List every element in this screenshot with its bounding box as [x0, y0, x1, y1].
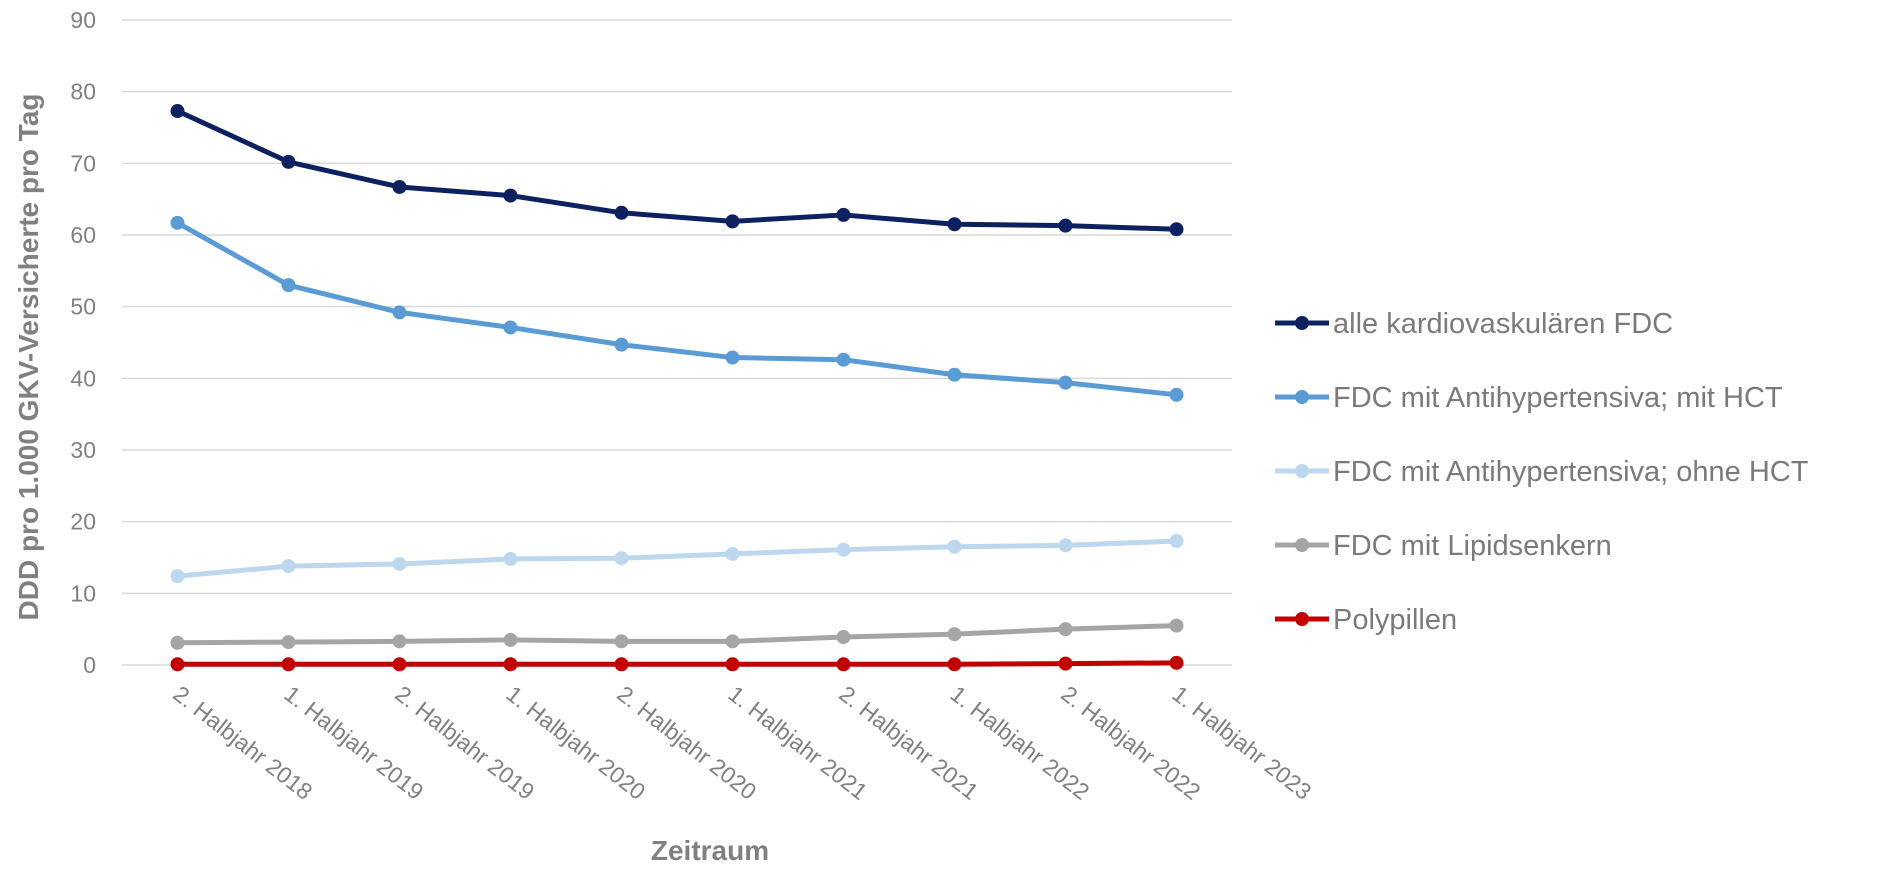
y-axis-title: DDD pro 1.000 GKV-Versicherte pro Tag: [13, 94, 44, 621]
data-point: [503, 657, 518, 672]
x-axis-title: Zeitraum: [651, 835, 769, 864]
data-point: [503, 551, 518, 566]
series-line: [175, 538, 1179, 579]
data-point: [836, 630, 851, 645]
data-point: [392, 305, 407, 320]
data-point: [392, 657, 407, 672]
legend-label: Polypillen: [1333, 604, 1457, 636]
data-point: [503, 188, 518, 203]
gridlines: [122, 19, 1232, 666]
legend-label: FDC mit Antihypertensiva; mit HCT: [1333, 382, 1783, 414]
data-point: [614, 337, 629, 352]
series: [170, 655, 1184, 672]
data-point: [1058, 218, 1073, 233]
data-point: [1169, 655, 1184, 670]
data-point: [1169, 387, 1184, 402]
data-point: [614, 634, 629, 649]
y-axis-ticks: 0 10 20 30 40 50 60 70 80 90: [70, 7, 96, 678]
y-tick-label: 80: [70, 79, 96, 105]
data-point: [836, 657, 851, 672]
legend-item: Polypillen: [1275, 604, 1457, 636]
data-point: [725, 350, 740, 365]
series-line: [175, 108, 1179, 232]
series: [170, 534, 1184, 584]
data-point: [392, 179, 407, 194]
data-point: [1169, 618, 1184, 633]
data-point: [725, 214, 740, 229]
legend-item: FDC mit Antihypertensiva; ohne HCT: [1275, 456, 1809, 488]
legend-item: FDC mit Lipidsenkern: [1275, 530, 1612, 562]
data-point: [503, 632, 518, 647]
series-line: [175, 623, 1179, 646]
y-tick-label: 40: [70, 365, 96, 391]
data-point: [1169, 534, 1184, 549]
data-point: [1058, 656, 1073, 671]
legend-swatch-marker: [1295, 390, 1309, 404]
data-point: [947, 657, 962, 672]
series-line: [175, 220, 1179, 398]
data-point: [1058, 375, 1073, 390]
data-point: [281, 154, 296, 169]
data-point: [392, 634, 407, 649]
data-point: [170, 215, 185, 230]
legend-swatch-marker: [1295, 316, 1309, 330]
legend-swatch-marker: [1295, 538, 1309, 552]
series-line: [175, 660, 1179, 667]
data-point: [170, 635, 185, 650]
y-tick-label: 70: [70, 150, 96, 176]
legend: alle kardiovaskulären FDC FDC mit Antihyp…: [1275, 308, 1809, 636]
data-point: [947, 217, 962, 232]
y-tick-label: 90: [70, 7, 96, 33]
data-point: [281, 278, 296, 293]
legend-item: alle kardiovaskulären FDC: [1275, 308, 1673, 340]
data-point: [1058, 538, 1073, 553]
data-point: [614, 205, 629, 220]
data-point: [836, 352, 851, 367]
y-tick-label: 0: [83, 652, 96, 678]
data-point: [1058, 622, 1073, 637]
data-point: [281, 559, 296, 574]
data-point: [392, 556, 407, 571]
y-tick-label: 50: [70, 294, 96, 320]
data-point: [947, 367, 962, 382]
y-tick-label: 30: [70, 437, 96, 463]
series-lines: [170, 104, 1184, 672]
y-tick-label: 20: [70, 509, 96, 535]
data-point: [170, 569, 185, 584]
y-tick-label: 10: [70, 580, 96, 606]
y-tick-label: 60: [70, 222, 96, 248]
data-point: [725, 546, 740, 561]
data-point: [1169, 222, 1184, 237]
data-point: [725, 634, 740, 649]
data-point: [947, 539, 962, 554]
legend-label: FDC mit Lipidsenkern: [1333, 530, 1612, 562]
data-point: [503, 320, 518, 335]
series: [170, 104, 1184, 237]
data-point: [281, 635, 296, 650]
legend-label: alle kardiovaskulären FDC: [1333, 308, 1673, 340]
data-point: [614, 657, 629, 672]
series: [170, 215, 1184, 402]
data-point: [947, 627, 962, 642]
legend-swatch-marker: [1295, 464, 1309, 478]
legend-item: FDC mit Antihypertensiva; mit HCT: [1275, 382, 1783, 414]
data-point: [281, 657, 296, 672]
data-point: [614, 551, 629, 566]
data-point: [836, 207, 851, 222]
data-point: [725, 657, 740, 672]
legend-swatch-marker: [1295, 612, 1309, 626]
legend-label: FDC mit Antihypertensiva; ohne HCT: [1333, 456, 1809, 488]
data-point: [836, 542, 851, 557]
data-point: [170, 657, 185, 672]
data-point: [170, 104, 185, 119]
series: [170, 618, 1184, 650]
